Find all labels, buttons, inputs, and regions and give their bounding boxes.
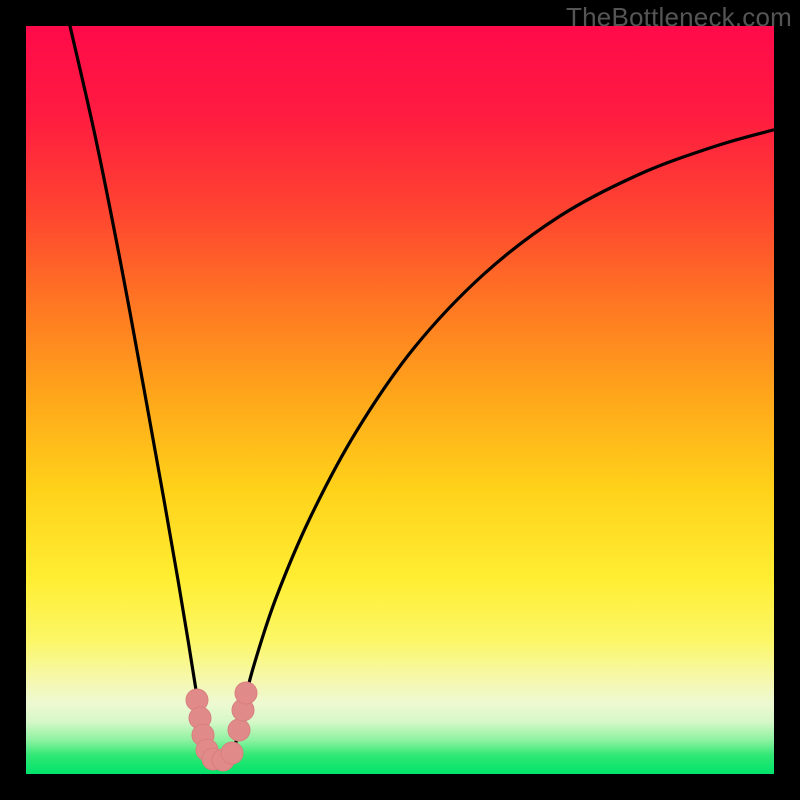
stage: TheBottleneck.com	[0, 0, 800, 800]
plot-frame	[26, 26, 774, 774]
watermark-text: TheBottleneck.com	[566, 2, 792, 33]
